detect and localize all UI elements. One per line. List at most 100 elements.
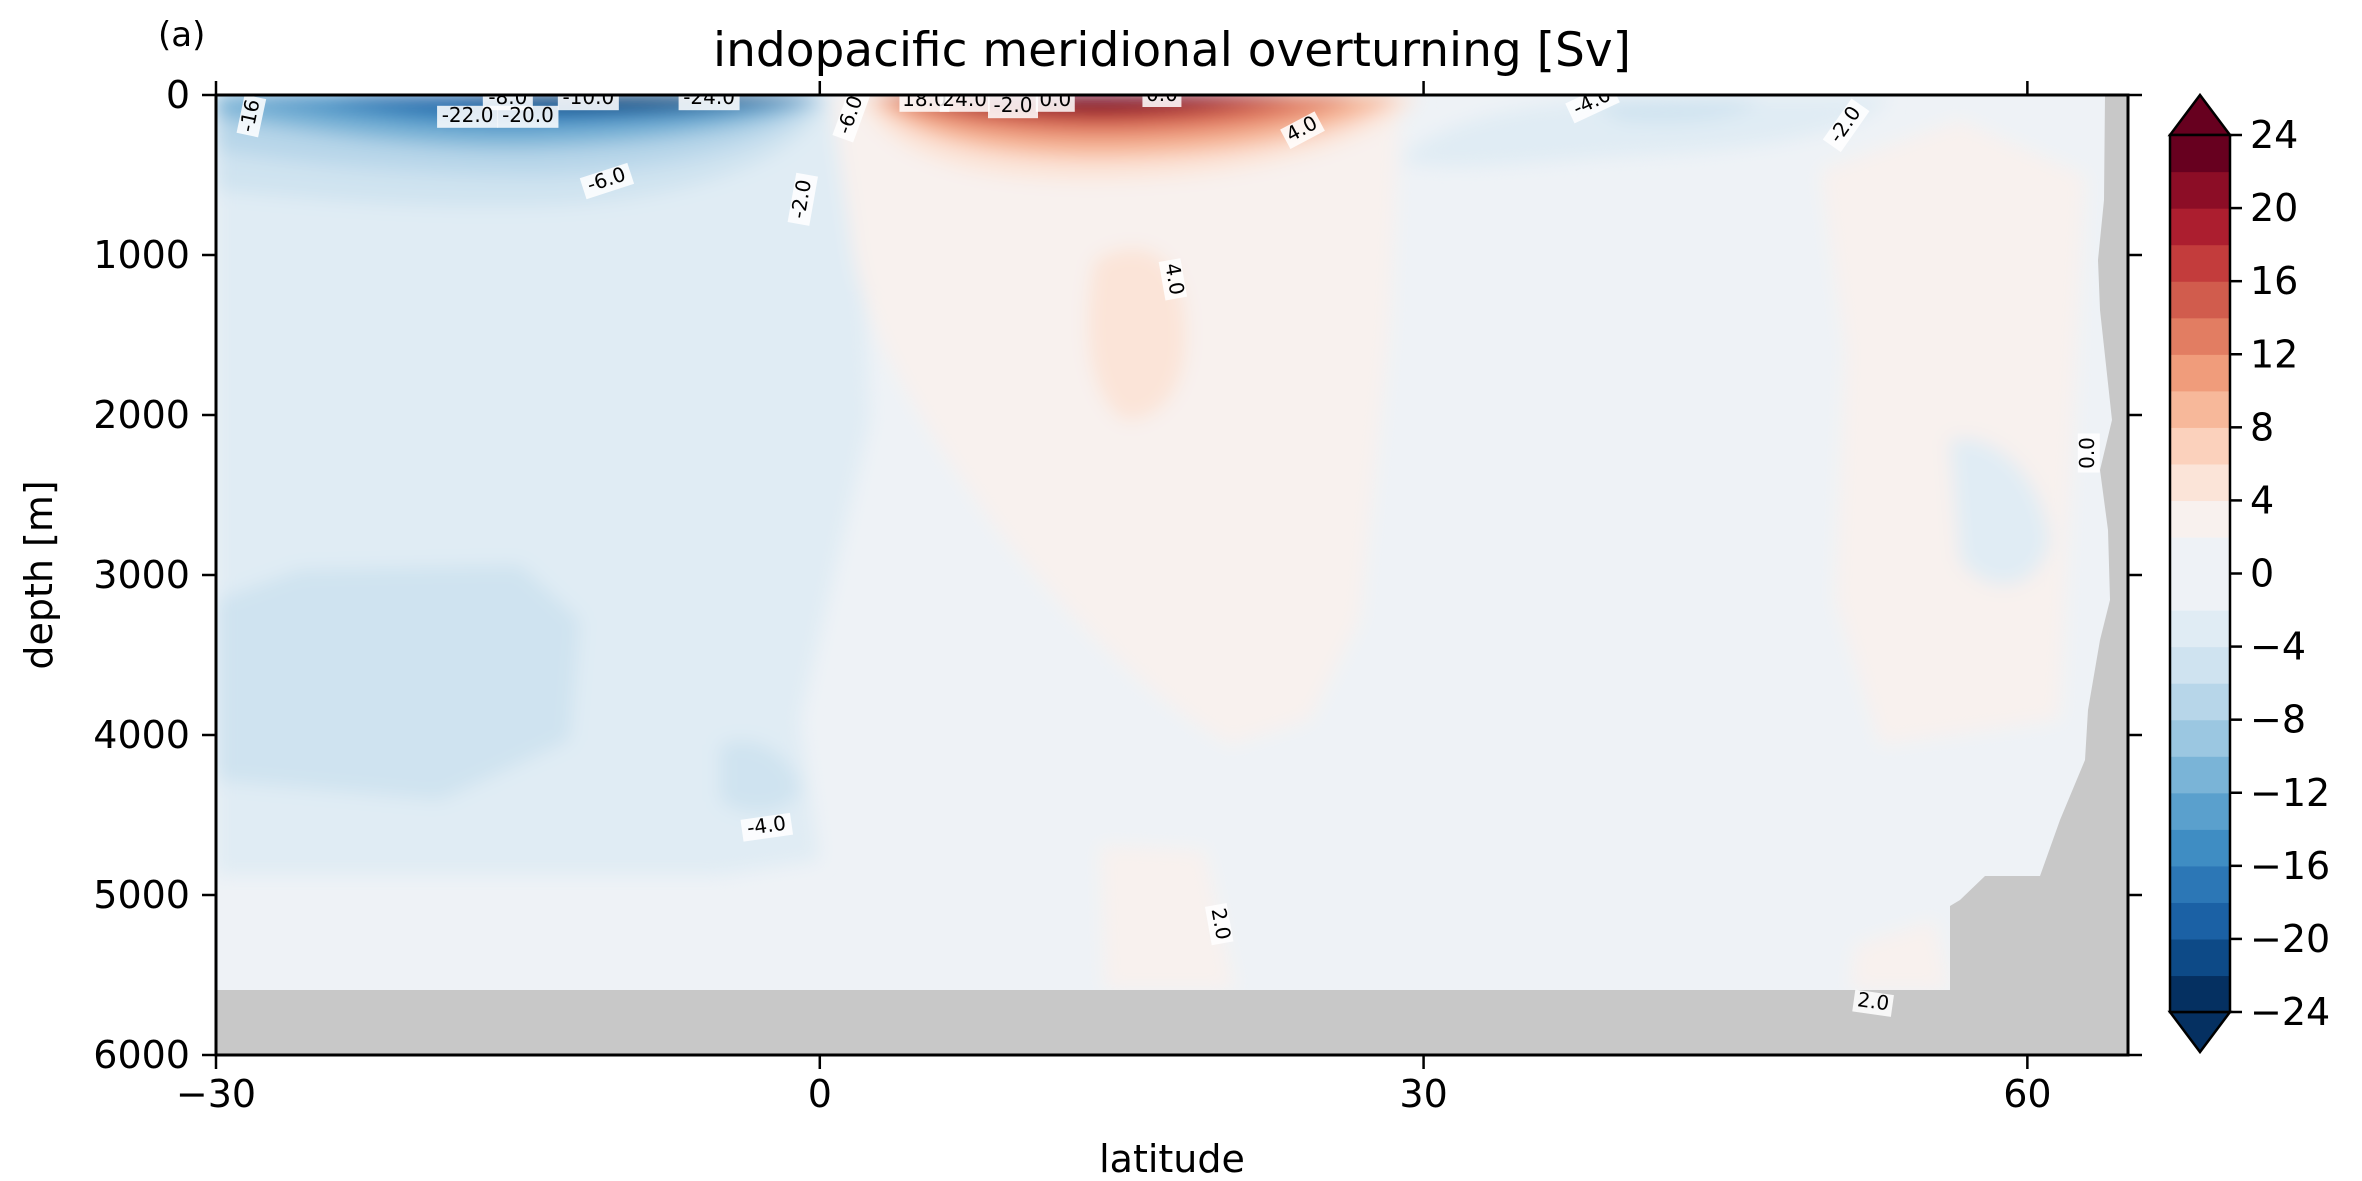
contour-label-text: 0.0 [2075, 437, 2099, 469]
contour-label: 2.0 [1852, 987, 1894, 1017]
colorbar-band [2170, 317, 2230, 355]
y-tick-label: 0 [166, 73, 190, 117]
contour-label-bg [1852, 989, 1894, 1017]
contour-label-text: 4.0 [1160, 261, 1189, 296]
colorbar-tick-label: −16 [2250, 844, 2330, 888]
x-tick-label: 0 [808, 1072, 832, 1116]
contour-label-text: -20.0 [502, 103, 554, 127]
colorbar-extend-min [2167, 1010, 2233, 1055]
colorbar-band [2170, 135, 2230, 173]
x-tick-label: 30 [1399, 1072, 1447, 1116]
colorbar-band [2170, 756, 2230, 794]
y-tick-label: 2000 [93, 393, 190, 437]
colorbar-band [2170, 865, 2230, 903]
panel-label: (a) [158, 15, 205, 55]
colorbar-band [2170, 902, 2230, 940]
contour-label: -2.0 [988, 93, 1039, 119]
y-tick-label: 4000 [93, 713, 190, 757]
colorbar-tick-label: −8 [2250, 698, 2306, 742]
contour-label-text: -2.0 [993, 93, 1032, 117]
colorbar-tick-label: −24 [2250, 990, 2330, 1034]
x-axis: −30 0 30 60 [176, 81, 2052, 1116]
pos-patch-level-4 [1088, 248, 1186, 420]
colorbar-band [2170, 829, 2230, 867]
y-tick-label: 3000 [93, 553, 190, 597]
contour-label: -10.0 [557, 95, 619, 111]
colorbar-band [2170, 975, 2230, 1013]
colorbar-band [2170, 719, 2230, 757]
colorbar-band [2170, 536, 2230, 575]
contour-label: 0.0 [2075, 433, 2100, 473]
colorbar-band [2170, 573, 2230, 611]
contour-label: -22.0 [437, 103, 499, 128]
colorbar-tick-label: 20 [2250, 186, 2298, 230]
colorbar: 24 20 16 12 8 4 0 −4 −8 −12 −16 −20 −24 [2167, 92, 2330, 1055]
contour-label-text: 18.0 [902, 87, 947, 111]
contour-label-bg [236, 95, 267, 138]
colorbar-band [2170, 244, 2230, 282]
colorbar-tick-label: 8 [2250, 405, 2274, 449]
contour-label-text: -4.0 [745, 811, 787, 840]
contour-label: 0.0 [1035, 87, 1075, 112]
contour-label: 2.0 [1204, 903, 1236, 946]
colorbar-band [2170, 171, 2230, 209]
colorbar-tick-label: 24 [2250, 113, 2298, 157]
contour-label-bg [1280, 111, 1325, 150]
contour-label-bg [1565, 95, 1620, 124]
y-tick-label: 5000 [93, 873, 190, 917]
contour-label: -20.0 [497, 103, 559, 128]
colorbar-band [2170, 208, 2230, 246]
pos-corner-level-0 [1850, 920, 1950, 990]
plot-area: -16 -8.0 -10.0-22.0 -20.0-24.0-6.0 -2.0-6.0 1… [216, 82, 2128, 1055]
contour-labels: -16 -8.0 -10.0-22.0 -20.0-24.0-6.0 -2.0-6.0 1… [234, 82, 2100, 1017]
contour-label: 24.0 [939, 87, 990, 112]
contour-label-text: -22.0 [442, 103, 494, 127]
colorbar-tick-label: 16 [2250, 259, 2298, 303]
contour-label-bg [988, 96, 1039, 119]
chart-title: indopacific meridional overturning [Sv] [713, 23, 1631, 78]
y-axis-label: depth [m] [17, 480, 61, 669]
contour-label-bg [1822, 98, 1870, 153]
neg-cell-level-4 [216, 370, 580, 800]
contour-label-bg [1158, 258, 1188, 301]
contour-label-bg [1204, 903, 1234, 946]
contour-label: -2.0 [786, 172, 818, 226]
contour-label-text: 0.0 [1146, 82, 1178, 106]
contour-label: -6.0 [831, 95, 871, 143]
contour-label-bg [557, 95, 619, 111]
colorbar-tick-label: −12 [2250, 771, 2330, 815]
colorbar-band [2170, 500, 2230, 538]
colorbar-band [2170, 646, 2230, 684]
x-tick-label: −30 [176, 1072, 256, 1116]
contour-label: 0.0 [1142, 82, 1182, 107]
contour-label: -16 [234, 95, 267, 138]
colorbar-band [2170, 390, 2230, 428]
colorbar-band [2170, 610, 2230, 648]
contour-label-bg [1142, 95, 1182, 107]
contour-label-bg [832, 95, 871, 143]
contour-label-bg [2077, 433, 2100, 473]
colorbar-band [2170, 938, 2230, 977]
contour-label-bg [787, 172, 818, 226]
colorbar-band [2170, 683, 2230, 721]
y-axis: 0 1000 2000 3000 4000 5000 6000 [93, 73, 2142, 1077]
contour-label-text: 2.0 [1207, 906, 1236, 941]
colorbar-tick-label: −20 [2250, 917, 2330, 961]
contour-label-bg [1035, 95, 1075, 112]
north-neg-lobe-level-2 [1400, 96, 1890, 167]
contour-label-bg [497, 105, 559, 128]
colorbar-tick-label: −4 [2250, 625, 2306, 669]
contour-label: 4.0 [1158, 258, 1189, 301]
contour-label-text: 0.0 [1039, 87, 1071, 111]
x-axis-label: latitude [1099, 1137, 1245, 1181]
contour-label-text: 24.0 [942, 87, 987, 111]
contour-label-text: -8.0 [488, 85, 527, 109]
contour-label-bg [740, 812, 794, 842]
colorbar-band [2170, 792, 2230, 830]
colorbar-tick-label: 12 [2250, 332, 2298, 376]
contour-label-bg [678, 95, 740, 111]
colorbar-band [2170, 354, 2230, 392]
north-neg-lobe-level-4 [1590, 100, 1760, 122]
contour-label-bg [939, 95, 990, 112]
